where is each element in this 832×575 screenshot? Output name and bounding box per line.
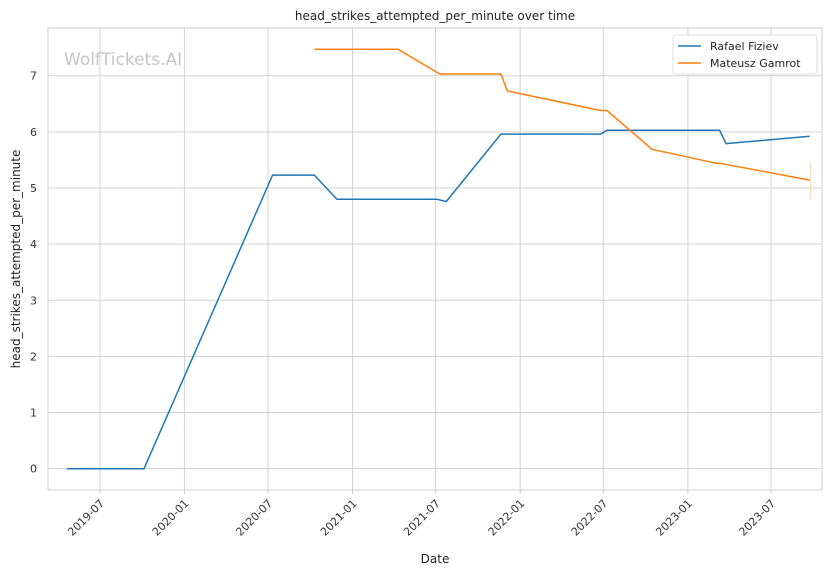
y-tick-label: 5 [30,182,37,195]
y-tick-label: 1 [30,407,37,420]
y-tick-label: 2 [30,350,37,363]
legend-box [672,34,818,75]
y-tick-label: 3 [30,294,37,307]
x-tick-label: 2021-07 [401,497,443,539]
x-tick-label: 2020-07 [233,497,275,539]
y-tick-label: 7 [30,70,37,83]
y-tick-label: 0 [30,463,37,476]
x-tick-label: 2019-07 [65,497,107,539]
x-tick-label: 2020-01 [150,497,192,539]
chart-title: head_strikes_attempted_per_minute over t… [295,9,575,23]
y-tick-label: 6 [30,126,37,139]
legend-label: Rafael Fiziev [710,40,779,53]
legend: Rafael Fiziev Mateusz Gamrot [672,34,818,75]
plot-border [47,27,823,491]
watermark: WolfTickets.AI [64,50,182,70]
x-tick-label: 2022-07 [569,497,611,539]
plot-frame [47,27,823,491]
y-axis-title: head_strikes_attempted_per_minute [9,150,23,369]
grid-lines [48,28,822,490]
x-axis-title: Date [421,552,450,566]
x-tick-label: 2022-01 [486,497,528,539]
series-line-1 [314,48,810,181]
x-tick-label: 2021-01 [318,497,360,539]
series-line-0 [66,129,810,470]
series-lines [66,48,812,470]
y-tick-label: 4 [30,238,37,251]
legend-label: Mateusz Gamrot [710,57,801,70]
x-tick-label: 2023-01 [653,497,695,539]
x-tick-label: 2023-07 [736,497,778,539]
